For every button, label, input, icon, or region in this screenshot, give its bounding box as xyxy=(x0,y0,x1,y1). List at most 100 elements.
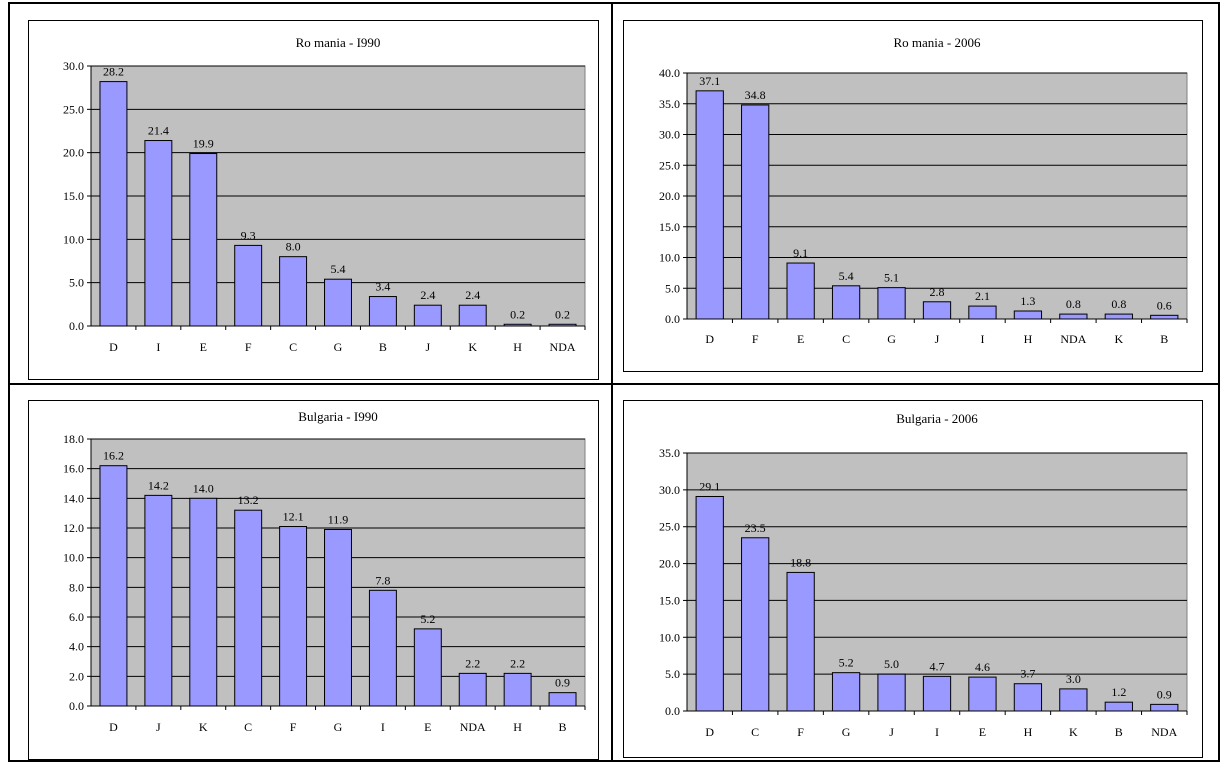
y-tick-label: 5.0 xyxy=(665,281,680,295)
y-tick-label: 14.0 xyxy=(63,491,84,505)
bar xyxy=(1059,313,1088,320)
bar xyxy=(279,256,308,327)
bar xyxy=(144,140,173,327)
data-label: 0.9 xyxy=(555,676,570,690)
bar xyxy=(324,278,352,327)
y-tick-label: 10.0 xyxy=(63,232,84,246)
chart-romania-2006: 0.0 5.0 10.0 15.0 20.0 25.0 30.0 35.0 40.0 37.1 D 3… xyxy=(623,20,1203,372)
chart-title: Bulgaria - 2006 xyxy=(896,411,978,426)
y-tick-label: 30.0 xyxy=(659,483,680,497)
x-tick-label: H xyxy=(513,720,522,734)
y-tick-label: 5.0 xyxy=(69,276,84,290)
bar xyxy=(695,90,724,320)
data-label: 14.2 xyxy=(148,478,169,492)
chart-title: Ro mania - I990 xyxy=(296,35,381,50)
plot-area xyxy=(686,452,1188,712)
bar xyxy=(548,692,577,707)
data-label: 5.1 xyxy=(884,271,899,285)
x-tick-label: G xyxy=(334,340,343,354)
bar xyxy=(1059,688,1088,712)
y-tick-label: 20.0 xyxy=(659,557,680,571)
x-tick-label: I xyxy=(980,332,984,346)
chart-romania-1990: 0.0 5.0 10.0 15.0 20.0 25.0 30.0 28.2 D 21.4 I 19.9… xyxy=(28,20,599,380)
y-tick-label: 12.0 xyxy=(63,521,84,535)
x-tick-label: J xyxy=(156,720,161,734)
data-label: 0.8 xyxy=(1066,297,1081,311)
y-tick-label: 10.0 xyxy=(63,551,84,565)
x-tick-label: F xyxy=(245,340,252,354)
y-tick-label: 35.0 xyxy=(659,97,680,111)
x-tick-label: I xyxy=(156,340,160,354)
data-label: 4.7 xyxy=(930,659,945,673)
data-label: 3.7 xyxy=(1020,667,1035,681)
y-tick-label: 20.0 xyxy=(659,189,680,203)
bar xyxy=(99,465,128,707)
y-tick-label: 0.0 xyxy=(69,699,84,713)
bar xyxy=(877,287,906,320)
x-tick-label: NDA xyxy=(1151,725,1177,739)
x-tick-label: I xyxy=(935,725,939,739)
y-tick-label: 30.0 xyxy=(63,59,84,73)
data-label: 2.4 xyxy=(420,288,435,302)
data-label: 2.8 xyxy=(930,285,945,299)
chart-title: Ro mania - 2006 xyxy=(893,35,981,50)
x-tick-label: F xyxy=(290,720,297,734)
bar xyxy=(741,537,770,712)
y-tick-label: 15.0 xyxy=(659,220,680,234)
bar xyxy=(279,526,308,707)
data-label: 2.2 xyxy=(510,656,525,670)
data-label: 5.4 xyxy=(839,269,854,283)
bar xyxy=(695,495,724,712)
x-tick-label: E xyxy=(797,332,804,346)
bar xyxy=(368,296,397,327)
x-tick-label: E xyxy=(200,340,207,354)
data-label: 0.9 xyxy=(1157,687,1172,701)
data-label: 3.0 xyxy=(1066,672,1081,686)
data-label: 5.2 xyxy=(839,656,854,670)
y-tick-label: 0.0 xyxy=(665,704,680,718)
chart-svg: 0.0 5.0 10.0 15.0 20.0 25.0 30.0 28.2 D 21.4 I 19.9… xyxy=(63,35,586,354)
bar xyxy=(1150,703,1179,712)
bar xyxy=(786,571,815,712)
bar xyxy=(968,305,997,320)
x-tick-label: D xyxy=(705,725,714,739)
data-label: 0.2 xyxy=(555,307,570,321)
x-tick-label: D xyxy=(109,720,118,734)
data-label: 3.4 xyxy=(375,280,390,294)
y-tick-label: 10.0 xyxy=(659,251,680,265)
x-tick-label: D xyxy=(705,332,714,346)
x-tick-label: H xyxy=(513,340,522,354)
y-tick-label: 5.0 xyxy=(665,667,680,681)
y-tick-label: 30.0 xyxy=(659,128,680,142)
x-tick-label: NDA xyxy=(550,340,576,354)
data-label: 1.2 xyxy=(1111,685,1126,699)
data-label: 29.1 xyxy=(699,479,720,493)
data-label: 5.4 xyxy=(331,262,346,276)
data-label: 7.8 xyxy=(375,573,390,587)
x-tick-label: C xyxy=(751,725,759,739)
y-tick-label: 15.0 xyxy=(63,189,84,203)
y-tick-label: 25.0 xyxy=(659,520,680,534)
x-tick-label: F xyxy=(797,725,804,739)
bar xyxy=(144,494,173,707)
bar xyxy=(234,509,263,707)
x-tick-label: I xyxy=(381,720,385,734)
y-tick-label: 6.0 xyxy=(69,610,84,624)
data-label: 2.4 xyxy=(465,288,480,302)
data-label: 2.1 xyxy=(975,289,990,303)
x-tick-label: NDA xyxy=(1060,332,1086,346)
bar xyxy=(548,323,577,327)
bar xyxy=(1150,314,1179,320)
data-label: 0.8 xyxy=(1111,297,1126,311)
bar xyxy=(458,672,487,707)
x-tick-label: D xyxy=(109,340,118,354)
bar xyxy=(831,672,861,712)
y-tick-label: 4.0 xyxy=(69,640,84,654)
data-label: 34.8 xyxy=(745,88,766,102)
bar xyxy=(786,262,815,320)
figure-border xyxy=(8,2,1220,762)
chart-svg: 0.0 5.0 10.0 15.0 20.0 25.0 30.0 35.0 29.1 D 23.5 C… xyxy=(659,411,1188,739)
x-tick-label: B xyxy=(379,340,387,354)
bar xyxy=(189,153,218,327)
bar xyxy=(831,285,861,320)
